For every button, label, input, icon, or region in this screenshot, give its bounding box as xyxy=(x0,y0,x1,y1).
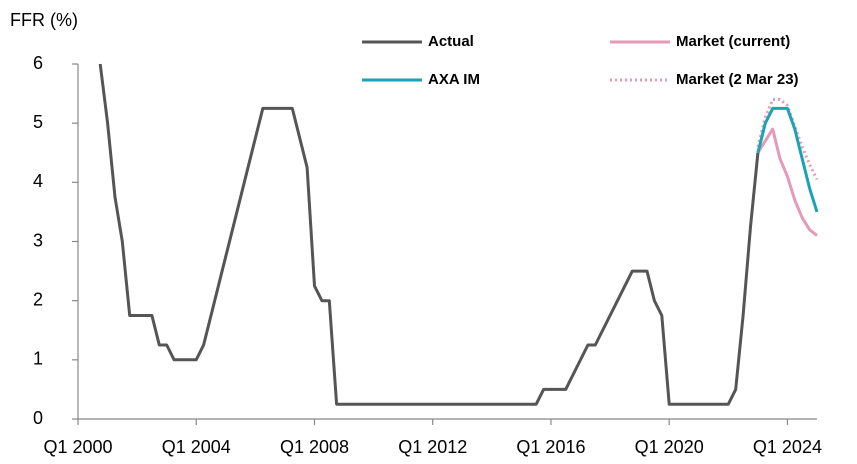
legend-label: Market (current) xyxy=(676,33,790,50)
y-tick-label: 4 xyxy=(33,171,43,191)
y-tick-label: 5 xyxy=(33,112,43,132)
x-tick-label: Q1 2012 xyxy=(398,437,467,457)
x-tick-label: Q1 2000 xyxy=(43,437,112,457)
x-tick-label: Q1 2016 xyxy=(516,437,585,457)
y-tick-label: 0 xyxy=(33,408,43,428)
x-tick-label: Q1 2020 xyxy=(635,437,704,457)
y-tick-label: 6 xyxy=(33,53,43,73)
y-tick-label: 3 xyxy=(33,230,43,250)
x-tick-label: Q1 2024 xyxy=(753,437,822,457)
series-line xyxy=(98,63,760,406)
legend-label: AXA IM xyxy=(428,71,480,88)
series-line xyxy=(756,127,818,237)
x-tick-label: Q1 2008 xyxy=(280,437,349,457)
legend-label: Actual xyxy=(428,33,474,50)
legend-label: Market (2 Mar 23) xyxy=(676,71,799,88)
y-tick-label: 2 xyxy=(33,289,43,309)
series-line xyxy=(756,98,819,181)
y-axis-label: FFR (%) xyxy=(10,10,78,30)
series-line xyxy=(756,106,819,213)
x-tick-label: Q1 2004 xyxy=(162,437,231,457)
y-tick-label: 1 xyxy=(33,349,43,369)
